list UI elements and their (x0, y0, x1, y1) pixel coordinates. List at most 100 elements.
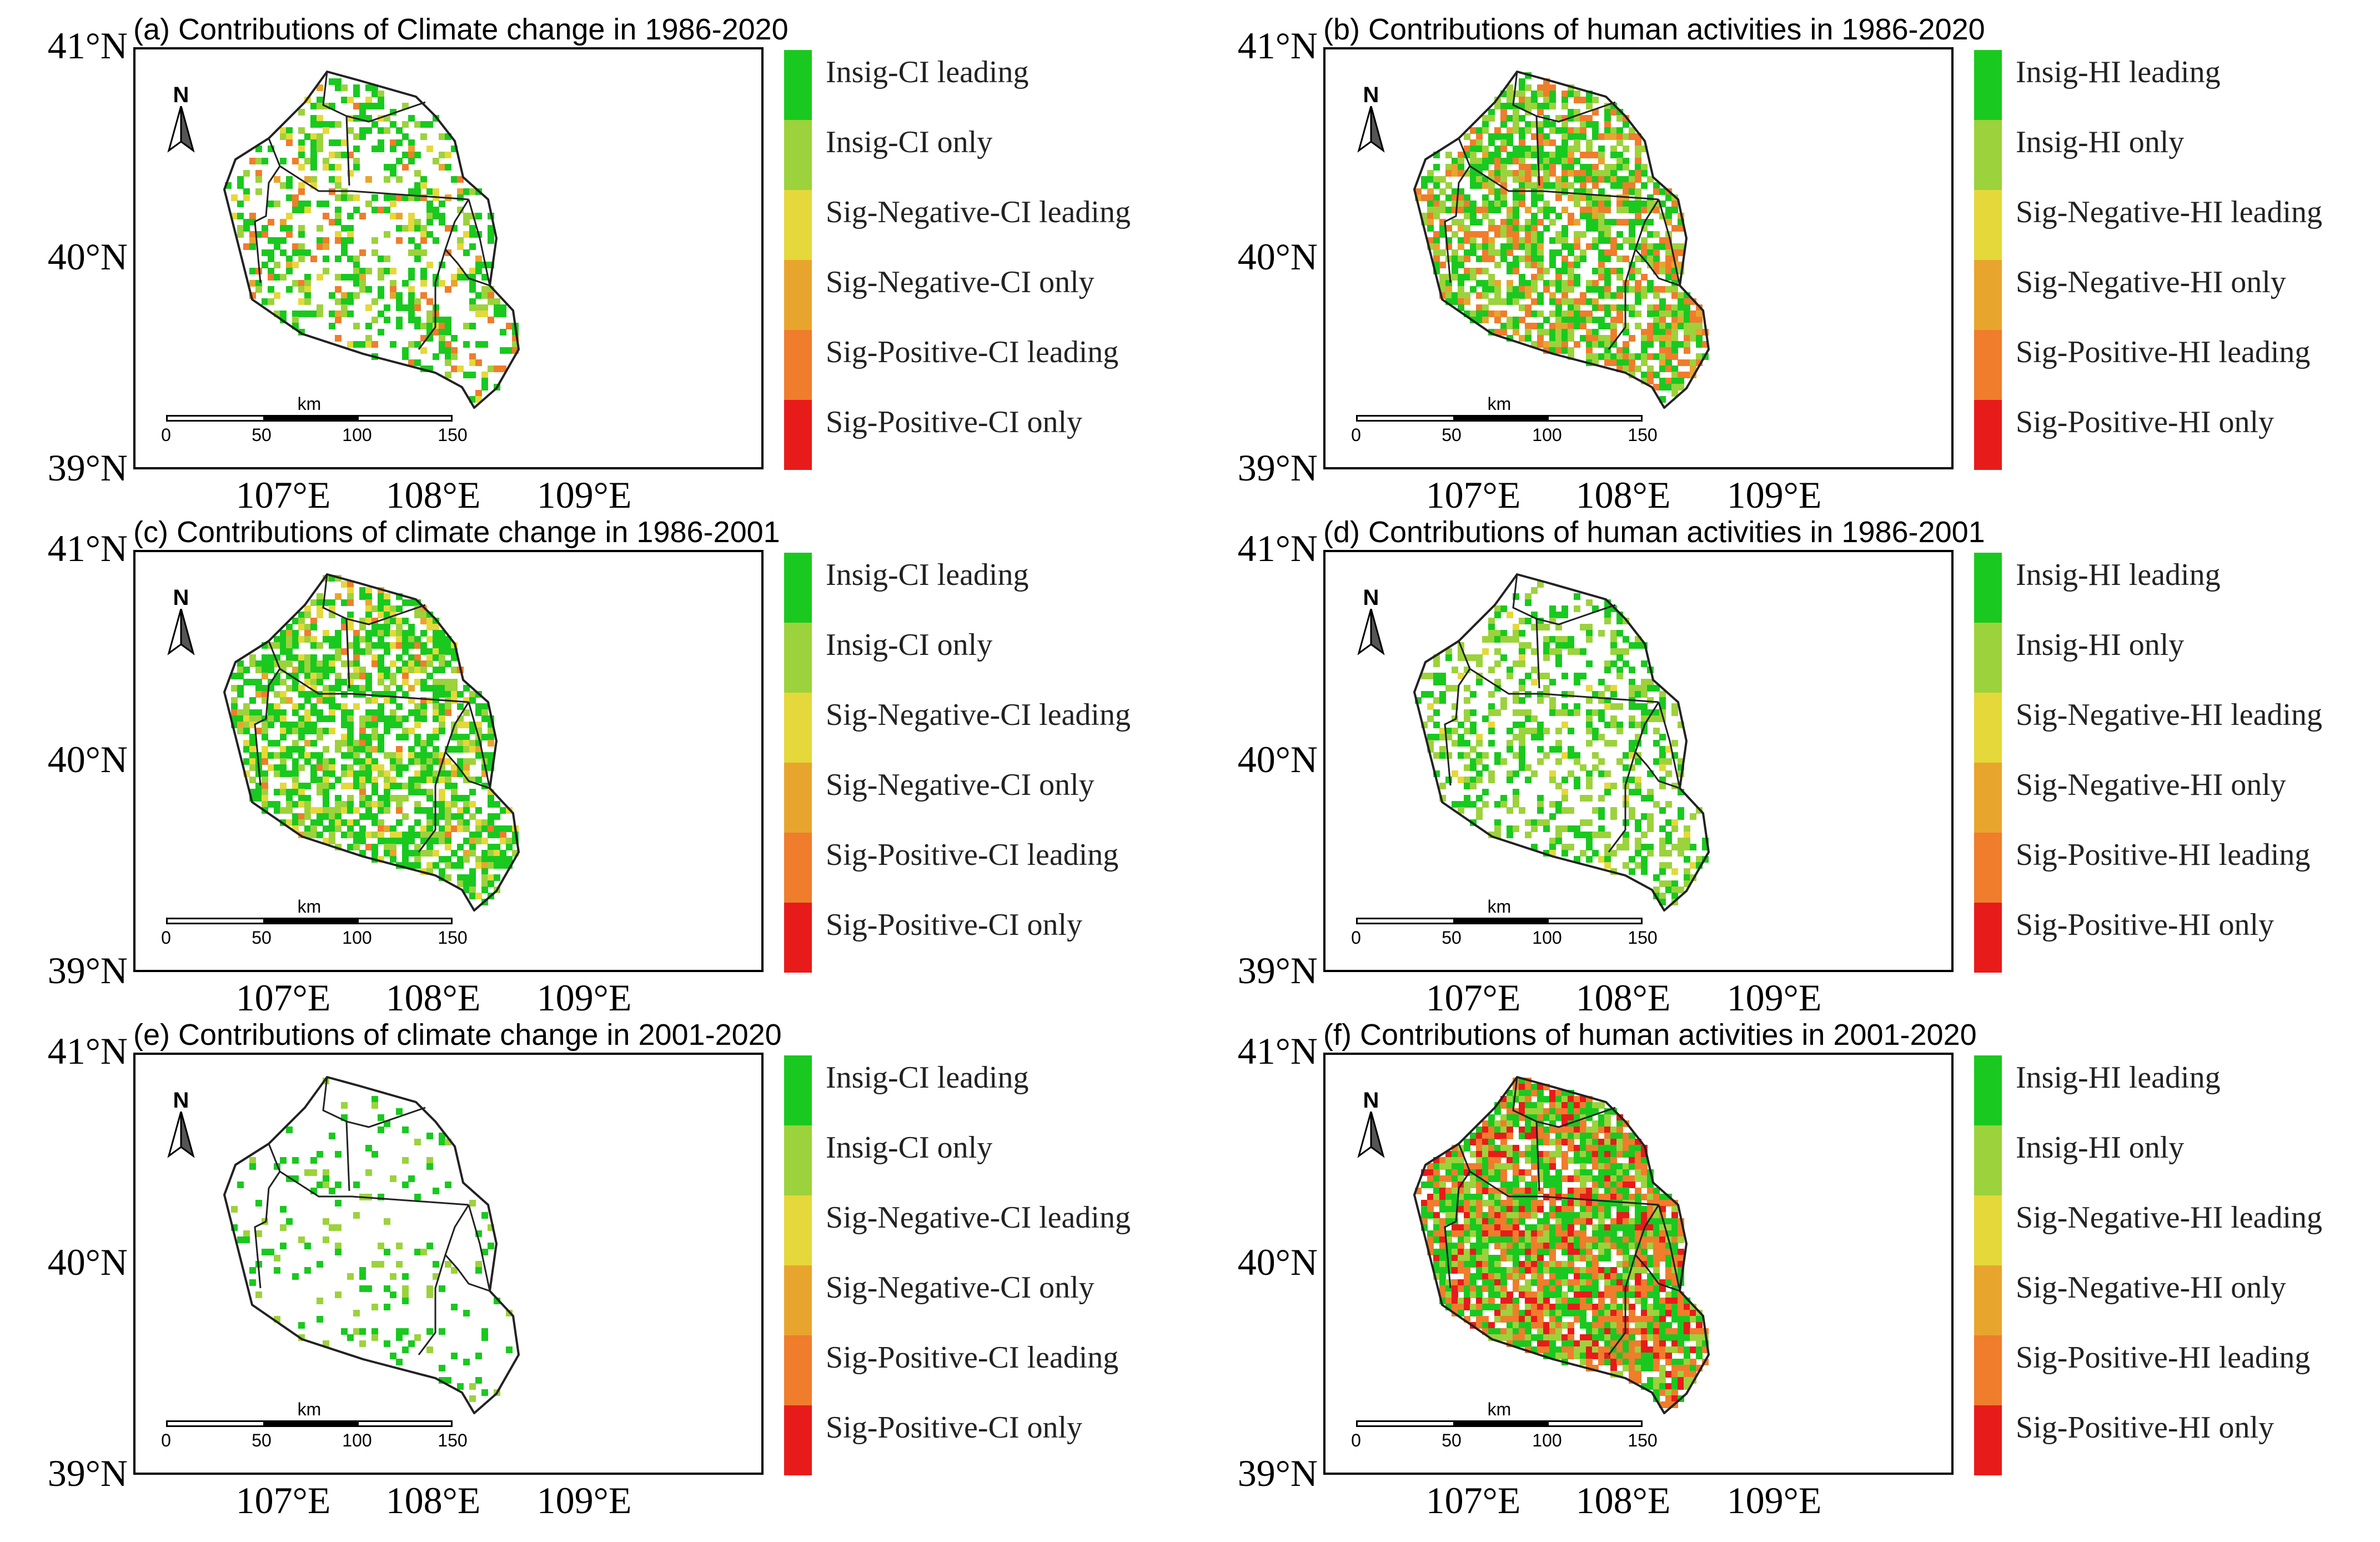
legend-label: Insig-CI only (826, 1130, 993, 1165)
map-pixel (439, 642, 445, 649)
map-pixel (1537, 1114, 1544, 1121)
map-pixel (1525, 1322, 1532, 1329)
map-pixel (280, 133, 287, 140)
map-pixel (1580, 764, 1586, 771)
map-pixel (1458, 188, 1464, 195)
map-pixel (1427, 1200, 1434, 1206)
map-pixel (1531, 219, 1538, 226)
map-pixel (1604, 1255, 1611, 1261)
map-pixel (1488, 286, 1495, 293)
map-pixel (1604, 341, 1611, 348)
map-pixel (426, 795, 433, 802)
map-pixel (292, 777, 299, 783)
map-pixel (1476, 176, 1483, 183)
map-pixel (335, 654, 342, 661)
map-pixel (298, 146, 305, 152)
map-pixel (1537, 219, 1544, 226)
map-pixel (439, 709, 445, 716)
map-pixel (1610, 243, 1617, 250)
map-pixel (1549, 1224, 1556, 1231)
map-pixel (451, 850, 458, 857)
map-pixel (1525, 286, 1532, 293)
map-pixel (451, 825, 458, 832)
map-pixel (292, 618, 299, 624)
map-pixel (1470, 268, 1477, 274)
map-pixel (1555, 1102, 1562, 1109)
map-pixel (1592, 1139, 1599, 1145)
map-pixel (1470, 170, 1477, 177)
map-pixel (1561, 103, 1568, 109)
map-pixel (469, 832, 476, 838)
map-pixel (1549, 164, 1556, 171)
map-pixel (1684, 1310, 1690, 1316)
map-pixel (1610, 1298, 1617, 1304)
map-pixel (1494, 127, 1501, 134)
map-pixel (488, 292, 494, 299)
map-pixel (1561, 789, 1568, 795)
map-pixel (1549, 1096, 1556, 1103)
map-pixel (1574, 194, 1580, 201)
map-pixel (1586, 1175, 1593, 1182)
map-pixel (469, 850, 476, 857)
map-pixel (1616, 347, 1623, 354)
map-pixel (1549, 311, 1556, 317)
map-pixel (1604, 1120, 1611, 1127)
map-pixel (371, 1096, 378, 1103)
scale-tick: 150 (1628, 425, 1658, 445)
map-pixel (1598, 1304, 1605, 1310)
map-pixel (1653, 372, 1660, 378)
map-pixel (475, 1377, 482, 1384)
map-pixel (1665, 770, 1672, 777)
map-pixel (1610, 783, 1617, 789)
map-pixel (1610, 164, 1617, 171)
map-pixel (420, 752, 427, 759)
map-pixel (1488, 139, 1495, 146)
legend-label: Sig-Positive-HI leading (2016, 335, 2311, 369)
map-pixel (481, 1249, 488, 1255)
map-pixel (1684, 359, 1690, 366)
map-pixel (1488, 1114, 1495, 1121)
map-pixel (1519, 225, 1525, 232)
map-pixel (1574, 758, 1580, 765)
map-pixel (494, 825, 500, 832)
map-pixel (1659, 304, 1666, 311)
map-panel: (b) Contributions of human activities in… (1190, 0, 2380, 516)
map-pixel (1671, 819, 1678, 826)
map-pixel (341, 740, 348, 747)
map-pixel (1433, 182, 1440, 189)
map-pixel (426, 317, 433, 323)
map-pixel (1586, 1340, 1593, 1347)
map-pixel (426, 764, 433, 771)
map-pixel (1500, 1310, 1507, 1316)
map-pixel (1507, 728, 1513, 734)
map-pixel (1488, 1279, 1495, 1286)
map-pixel (1586, 1346, 1593, 1353)
map-pixel (1580, 1169, 1586, 1176)
map-panel: (d) Contributions of human activities in… (1190, 503, 2380, 1019)
map-pixel (1470, 207, 1477, 213)
map-pixel (329, 121, 335, 128)
map-pixel (1568, 728, 1574, 734)
map-pixel (365, 1285, 372, 1292)
map-pixel (1458, 1194, 1464, 1200)
map-pixel (481, 703, 488, 710)
map-pixel (359, 341, 366, 348)
map-pixel (1476, 654, 1483, 661)
map-pixel (1513, 317, 1519, 323)
latitude-label: 41°N (47, 527, 128, 569)
map-pixel (426, 850, 433, 857)
map-pixel (1482, 1279, 1489, 1286)
map-pixel (463, 341, 470, 348)
map-pixel (262, 758, 268, 765)
map-pixel (1482, 1267, 1489, 1274)
map-pixel (1610, 1273, 1617, 1280)
map-pixel (1623, 182, 1629, 189)
map-pixel (365, 612, 372, 618)
map-pixel (1629, 1243, 1635, 1249)
map-pixel (1616, 115, 1623, 122)
map-pixel (280, 219, 287, 226)
map-pixel (1476, 679, 1483, 685)
map-pixel (1555, 612, 1562, 618)
map-pixel (1616, 844, 1623, 850)
map-pixel (1470, 243, 1477, 250)
